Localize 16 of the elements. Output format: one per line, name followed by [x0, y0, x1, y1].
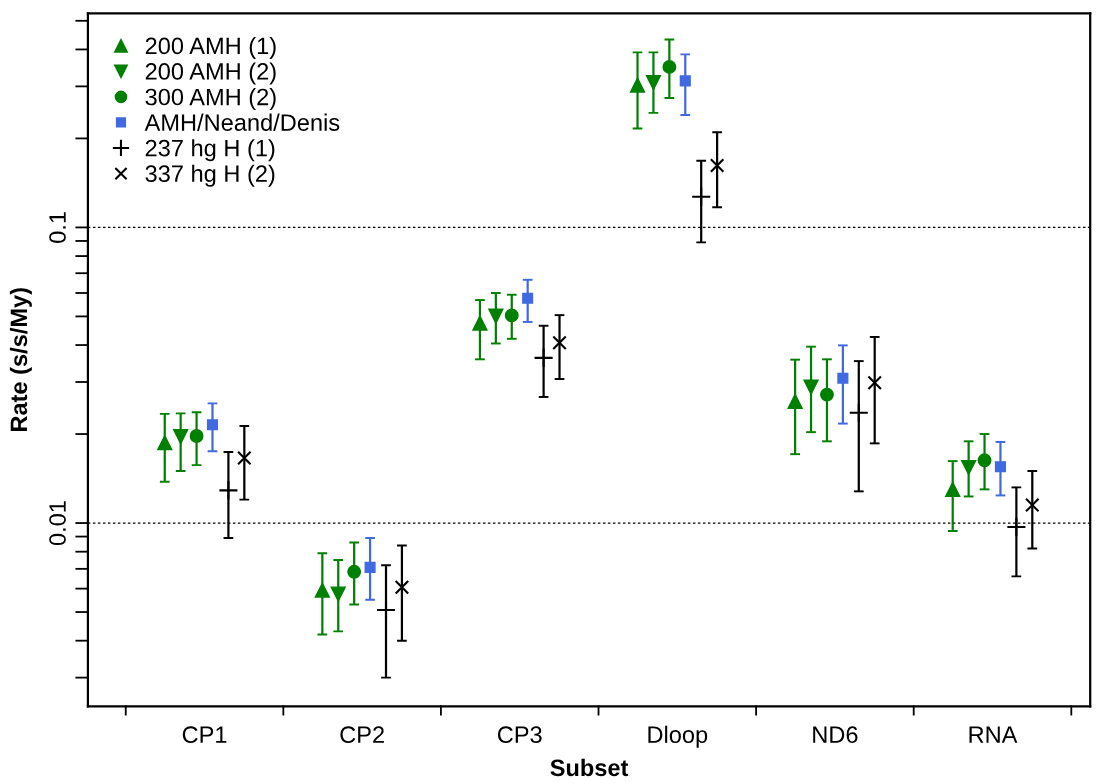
x-tick-label: RNA	[969, 726, 1018, 743]
legend-label: 300 AMH (2)	[145, 88, 276, 111]
y-axis-title: Rate (s/s/My)	[9, 288, 32, 432]
x-tick-label: Dloop	[648, 725, 708, 748]
x-axis-title: Subset	[550, 758, 629, 777]
legend-label: AMH/Neand/Denis	[144, 113, 340, 131]
legend-label: 237 hg H (1)	[145, 139, 275, 162]
legend-label: 337 hg H (2)	[145, 164, 275, 187]
x-tick-label: ND6	[813, 726, 858, 744]
x-tick-label: CP1	[182, 726, 227, 744]
x-tick-label: CP3	[497, 726, 542, 744]
legend-label: 200 AMH (2)	[145, 62, 276, 85]
y-tick-label: 0.1	[49, 212, 66, 243]
legend-label: 200 AMH (1)	[145, 36, 276, 59]
y-tick-label: 0.01	[49, 501, 66, 546]
x-tick-label: CP2	[340, 726, 384, 744]
